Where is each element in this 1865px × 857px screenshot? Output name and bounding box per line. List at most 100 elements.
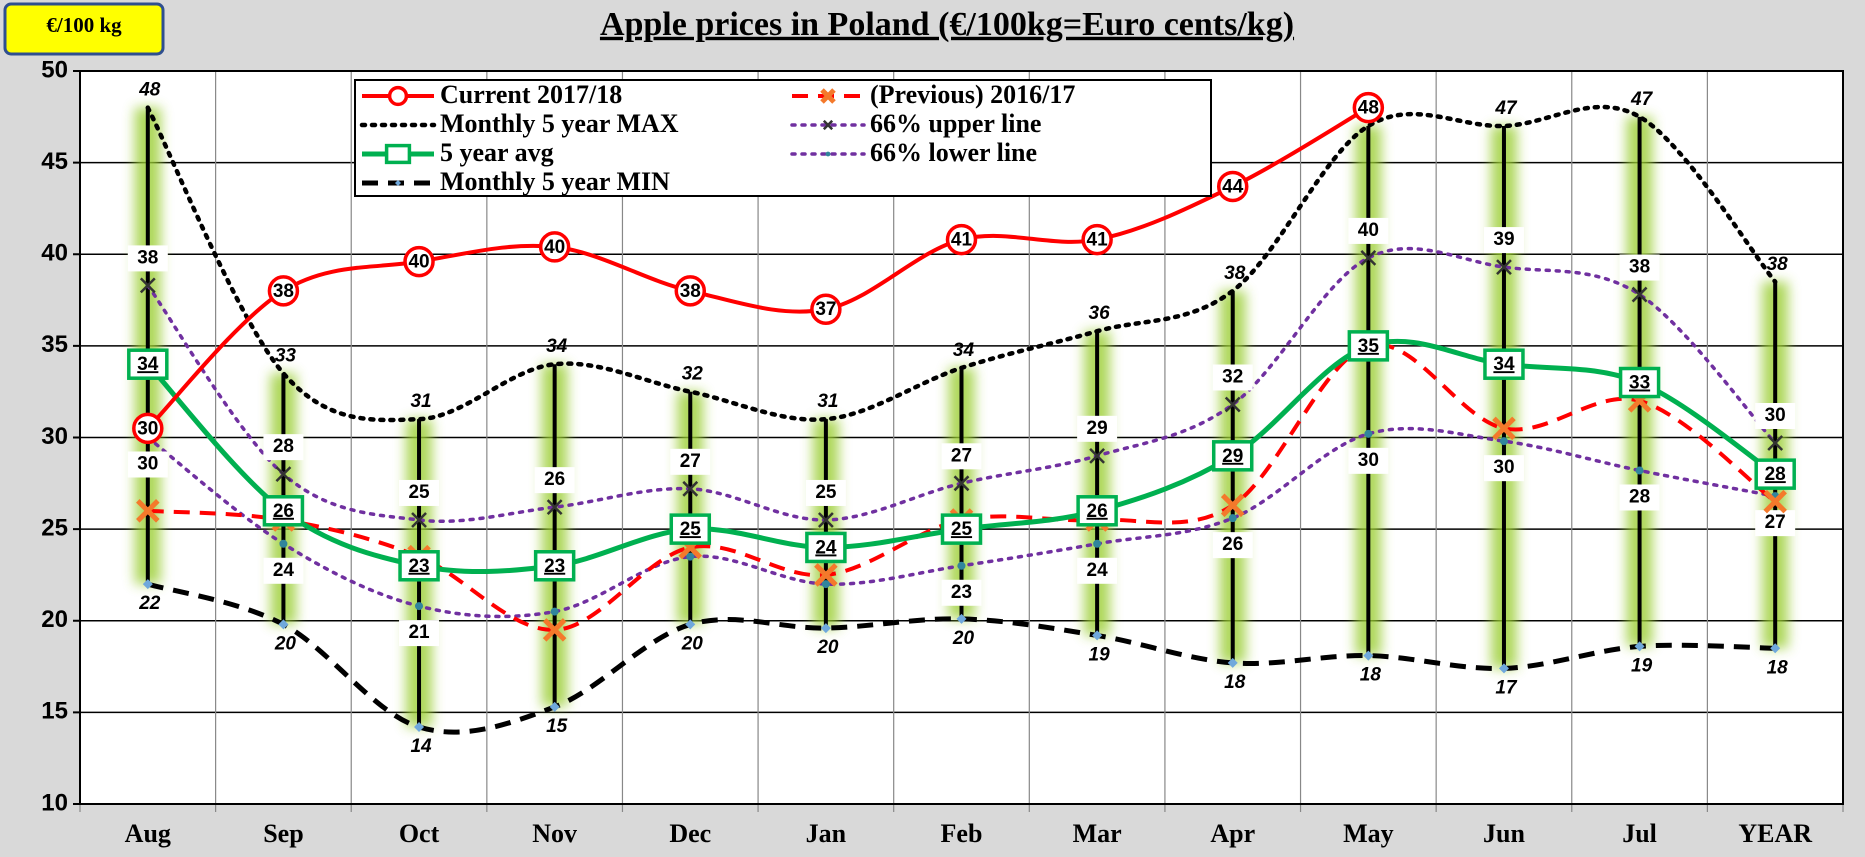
y-tick-label: 50 [41, 56, 68, 83]
x-tick-label: Oct [399, 819, 440, 848]
point [1211, 440, 1254, 472]
point [821, 580, 830, 589]
data-label: 38 [680, 281, 701, 302]
y-tick-label: 35 [41, 331, 68, 358]
data-label: 19 [1089, 644, 1111, 665]
point [1754, 458, 1796, 490]
label-box [1755, 510, 1796, 537]
label-box [1483, 227, 1524, 254]
point [940, 513, 983, 545]
data-label: 20 [274, 633, 297, 654]
plot-frame [79, 70, 1844, 805]
data-label: 20 [952, 628, 975, 649]
data-label: 34 [1493, 354, 1515, 375]
data-label: 25 [680, 519, 702, 540]
series-line [146, 246, 1777, 524]
point [414, 722, 425, 733]
point [1347, 330, 1390, 362]
point [945, 223, 978, 256]
point [1635, 466, 1644, 475]
data-label: 14 [410, 736, 432, 757]
data-label: 18 [1767, 657, 1789, 678]
data-label: 33 [275, 345, 297, 366]
point [279, 539, 288, 548]
data-label: 36 [1089, 303, 1111, 324]
y-tick-label: 30 [41, 423, 68, 450]
data-label: 27 [1765, 512, 1786, 533]
data-label: 26 [273, 501, 294, 522]
point [1224, 396, 1241, 413]
label-box [805, 479, 846, 506]
data-label: 31 [410, 391, 431, 412]
data-label: 48 [138, 80, 161, 101]
point [538, 231, 571, 263]
data-label: 18 [1224, 672, 1246, 693]
data-label: 17 [1495, 677, 1518, 698]
point [1228, 514, 1237, 523]
data-label: 28 [1629, 487, 1650, 508]
point [669, 513, 712, 545]
point [387, 85, 409, 107]
x-tick-label: Sep [263, 819, 303, 848]
legend-label: Monthly 5 year MIN [440, 167, 670, 196]
data-label: 30 [137, 454, 158, 475]
data-label: 28 [273, 436, 294, 457]
data-label: 25 [951, 519, 973, 540]
label-box [263, 557, 304, 584]
point [1363, 650, 1374, 661]
data-label: 38 [137, 247, 158, 268]
data-label: 24 [273, 560, 295, 581]
data-label: 25 [408, 482, 430, 503]
point [810, 293, 842, 325]
data-label: 26 [1087, 501, 1108, 522]
data-label: 32 [1222, 367, 1243, 388]
point [820, 623, 831, 634]
label-box [127, 451, 168, 478]
x-tick-label: Aug [125, 819, 171, 848]
x-tick-label: Jul [1622, 819, 1657, 848]
point [136, 499, 160, 523]
data-label: 27 [951, 445, 972, 466]
data-label: 15 [546, 716, 568, 737]
legend [354, 79, 1212, 197]
x-tick-label: Mar [1073, 819, 1122, 848]
data-label: 30 [1765, 405, 1786, 426]
point [1770, 643, 1781, 654]
data-label: 24 [1087, 560, 1109, 581]
data-label: 38 [1767, 254, 1789, 275]
data-label: 28 [1765, 464, 1786, 485]
data-label: 30 [137, 418, 158, 439]
legend-entries: Current 2017/18 (Previous) 2016/17 Monthly… [359, 80, 1075, 196]
data-label: 26 [544, 469, 565, 490]
label-box [263, 434, 304, 461]
data-label: 40 [544, 237, 565, 258]
point [953, 475, 970, 492]
series-line [145, 104, 1778, 423]
data-label: 38 [1224, 263, 1246, 284]
data-label: 34 [137, 354, 159, 375]
data-label: 34 [953, 340, 975, 361]
legend-label: 5 year avg [440, 138, 554, 167]
point [411, 512, 427, 528]
x-tick-label: May [1343, 819, 1394, 848]
data-label: 48 [1358, 98, 1379, 119]
point [957, 561, 966, 570]
point [1227, 657, 1238, 668]
data-label: 37 [815, 299, 836, 320]
point [142, 579, 153, 590]
point [1499, 437, 1508, 446]
point [262, 495, 305, 527]
y-tick-label: 10 [41, 789, 68, 816]
point [820, 88, 836, 104]
point [1498, 663, 1509, 674]
data-label: 27 [680, 451, 701, 472]
point [533, 550, 576, 582]
x-tick-label: Dec [669, 819, 711, 848]
data-label: 20 [681, 633, 704, 654]
unit-badge: €/100 kg [46, 13, 122, 37]
label-box [534, 467, 575, 494]
point [403, 245, 435, 278]
point [1364, 429, 1373, 438]
label-box [127, 245, 168, 272]
